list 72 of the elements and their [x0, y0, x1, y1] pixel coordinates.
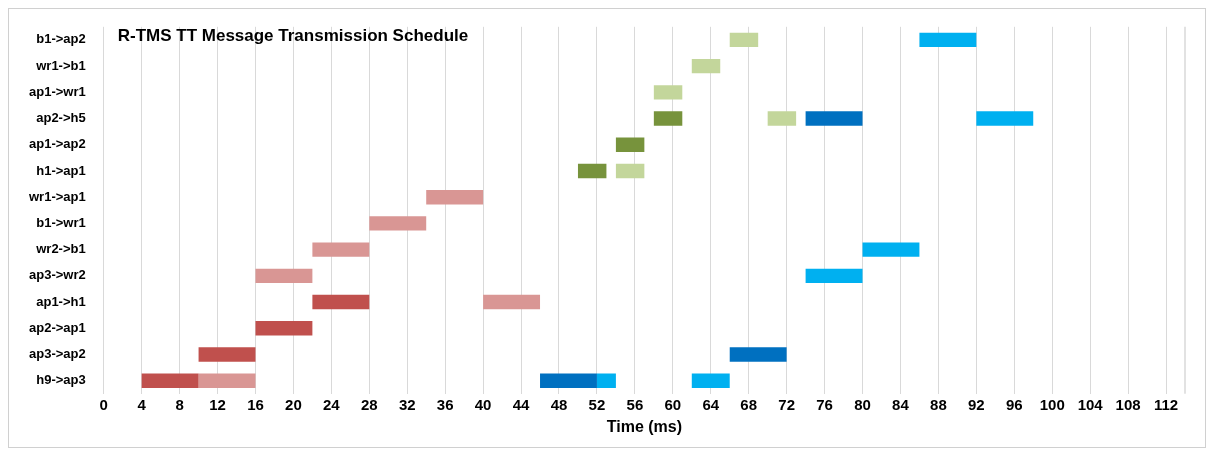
x-tick-label: 16	[247, 395, 264, 413]
x-tick-label: 80	[854, 395, 871, 413]
y-tick-label: ap1->ap2	[28, 136, 86, 152]
bar	[691, 58, 721, 74]
x-tick-label: 56	[626, 395, 644, 413]
bar	[691, 373, 730, 388]
bar	[767, 111, 797, 126]
x-tick-label: 36	[436, 395, 454, 413]
y-tick-label: h1->ap1	[36, 162, 86, 178]
bar	[312, 242, 370, 257]
x-tick-label: 96	[1005, 395, 1023, 413]
x-tick-label: 92	[967, 395, 985, 413]
bar	[919, 32, 977, 48]
bar	[729, 347, 787, 362]
bar	[540, 373, 597, 388]
chart-title: R-TMS TT Message Transmission Schedule	[117, 26, 469, 46]
x-tick-label: 0	[99, 395, 108, 413]
x-tick-label: 40	[474, 395, 492, 413]
bar	[729, 32, 759, 48]
x-tick-label: 100	[1039, 395, 1065, 413]
x-tick-label: 84	[892, 395, 910, 413]
y-tick-label: ap1->wr1	[28, 83, 86, 99]
x-tick-label: 64	[702, 395, 720, 413]
x-tick-label: 112	[1153, 395, 1179, 413]
bar	[653, 111, 683, 126]
y-tick-label: ap3->wr2	[28, 267, 86, 283]
bar	[369, 216, 427, 231]
bar	[615, 163, 645, 179]
x-tick-label: 44	[512, 395, 531, 413]
x-tick-label: 72	[778, 395, 795, 413]
x-tick-label: 32	[398, 395, 416, 413]
bar	[198, 373, 256, 388]
x-tick-label: 52	[588, 395, 606, 413]
x-tick-label: 68	[740, 395, 758, 413]
x-tick-label: 12	[209, 395, 226, 413]
x-tick-label: 24	[323, 395, 341, 413]
y-tick-label: wr1->ap1	[27, 188, 86, 204]
x-tick-label: 48	[550, 395, 568, 413]
bar	[596, 373, 616, 388]
y-tick-label: wr2->b1	[35, 241, 86, 257]
bar	[615, 137, 645, 152]
y-tick-label: ap3->ap2	[28, 346, 86, 362]
x-tick-label: 4	[137, 395, 147, 413]
x-axis-title: Time (ms)	[606, 417, 682, 435]
bar	[255, 268, 313, 284]
y-tick-label: h9->ap3	[36, 372, 86, 388]
y-tick-label: ap1->h1	[36, 293, 86, 309]
x-tick-label: 76	[816, 395, 833, 413]
x-tick-label: 108	[1115, 395, 1141, 413]
y-tick-label: b1->ap2	[36, 31, 86, 47]
bar	[653, 85, 683, 100]
y-tick-label: ap2->h5	[36, 110, 86, 126]
bar	[805, 111, 863, 126]
y-tick-label: b1->wr1	[36, 214, 86, 230]
bar	[483, 294, 541, 310]
x-tick-label: 20	[285, 395, 302, 413]
x-tick-label: 60	[664, 395, 682, 413]
x-tick-label: 104	[1077, 395, 1104, 413]
bar	[577, 163, 607, 179]
y-tick-label: ap2->ap1	[28, 319, 86, 335]
bar	[312, 294, 370, 310]
x-tick-label: 88	[930, 395, 947, 413]
x-tick-label: 28	[360, 395, 378, 413]
bar	[862, 242, 920, 257]
bar	[805, 268, 863, 284]
bar	[255, 321, 313, 336]
bar	[198, 347, 256, 362]
bar	[976, 111, 1034, 126]
y-tick-label: wr1->b1	[35, 57, 86, 73]
bar	[141, 373, 199, 388]
x-tick-label: 8	[175, 395, 184, 413]
bar	[426, 189, 484, 205]
